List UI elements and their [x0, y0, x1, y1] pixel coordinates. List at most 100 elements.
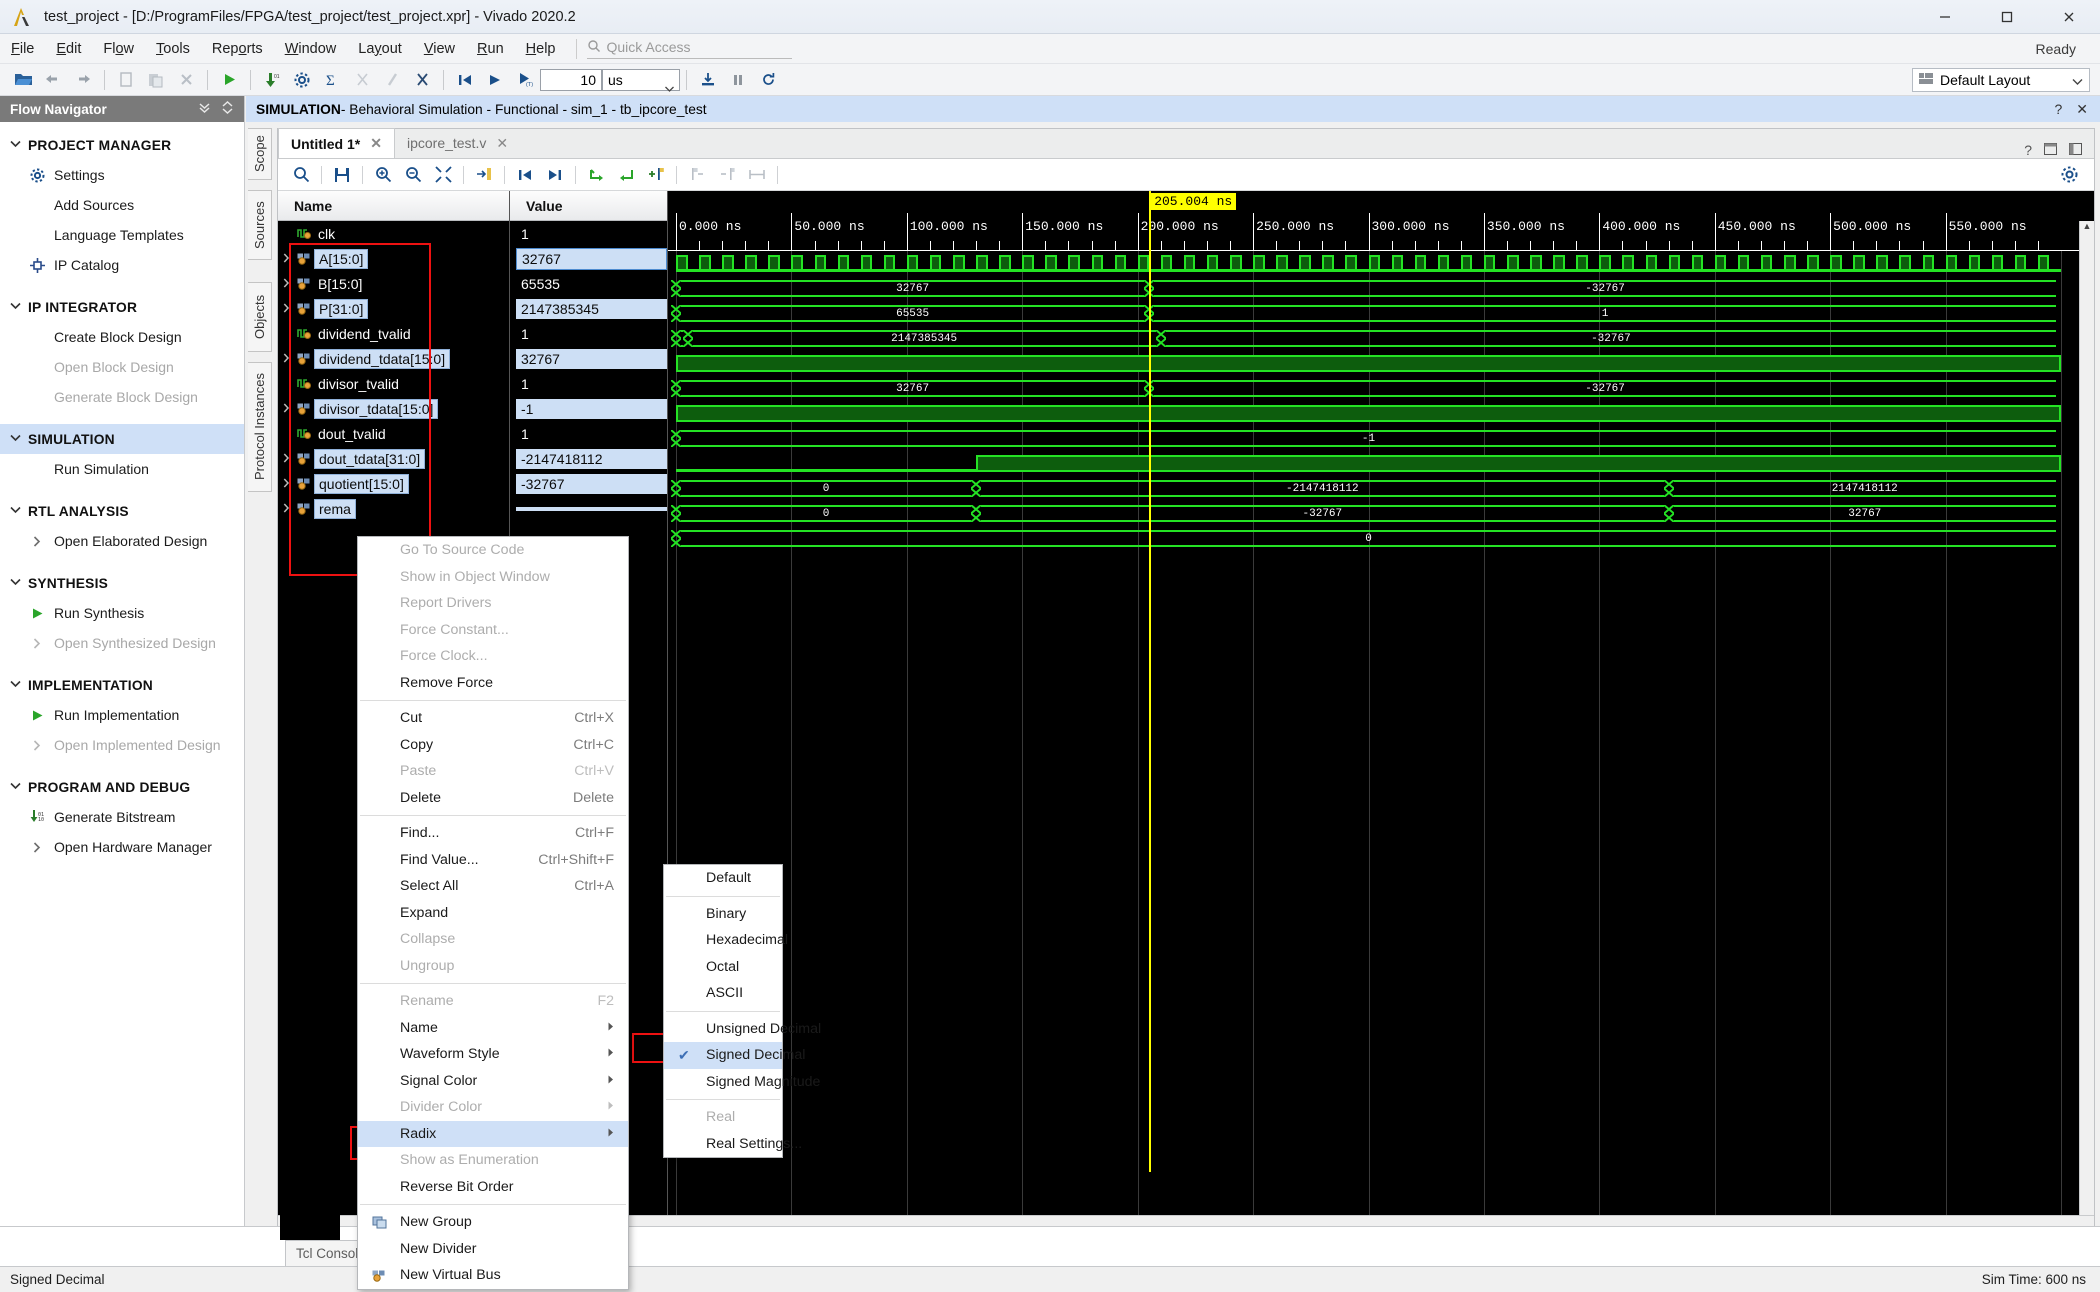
collapse-all-icon[interactable] [198, 101, 211, 117]
signal-row[interactable]: A[15:0] [278, 246, 509, 271]
menu-reports[interactable]: Reports [211, 40, 263, 57]
menu-item-new-divider[interactable]: New Divider [358, 1236, 628, 1263]
menu-item-signal-color[interactable]: Signal Color [358, 1068, 628, 1095]
close-icon[interactable]: ✕ [496, 134, 509, 151]
expand-chevron-icon[interactable] [278, 502, 294, 516]
pause-icon[interactable] [723, 66, 753, 94]
flow-section-rtl-analysis[interactable]: RTL ANALYSIS [0, 496, 244, 526]
menu-item-find[interactable]: Find... Ctrl+F [358, 820, 628, 847]
close-button[interactable] [2038, 0, 2100, 34]
flow-item-language-templates[interactable]: Language Templates [0, 220, 244, 250]
radix-item-hexadecimal[interactable]: Hexadecimal [664, 927, 788, 954]
menu-item-expand[interactable]: Expand [358, 900, 628, 927]
expand-chevron-icon[interactable] [278, 302, 294, 316]
float-pane-icon[interactable] [2069, 142, 2082, 158]
vtab-sources[interactable]: Sources [248, 190, 272, 260]
signal-row[interactable]: divisor_tvalid [278, 371, 509, 396]
refresh-icon[interactable] [753, 66, 783, 94]
settings-gear-icon[interactable] [287, 66, 317, 94]
menu-item-remove-force[interactable]: Remove Force [358, 670, 628, 697]
prev-marker-icon[interactable] [682, 162, 712, 188]
expand-chevron-icon[interactable] [278, 452, 294, 466]
expand-collapse-icon[interactable] [221, 100, 234, 117]
menu-item-reverse-bit-order[interactable]: Reverse Bit Order [358, 1174, 628, 1201]
goto-time-icon[interactable] [469, 162, 499, 188]
strike-icon-1[interactable] [347, 66, 377, 94]
flow-item-settings[interactable]: Settings [0, 160, 244, 190]
menu-view[interactable]: View [423, 40, 456, 57]
signal-row[interactable]: quotient[15:0] [278, 471, 509, 496]
flow-item-generate-bitstream[interactable]: 01 10 Generate Bitstream [0, 802, 244, 832]
signal-row[interactable]: P[31:0] [278, 296, 509, 321]
add-marker-icon[interactable] [641, 162, 671, 188]
flow-item-add-sources[interactable]: Add Sources [0, 190, 244, 220]
signal-row[interactable]: clk [278, 221, 509, 246]
radix-submenu[interactable]: Default Binary Hexadecimal Octal ASCII Unsign… [663, 864, 821, 1158]
run-for-time-icon[interactable]: (T) [510, 66, 540, 94]
flow-item-open-hardware-manager[interactable]: Open Hardware Manager [0, 832, 244, 862]
sim-close-icon[interactable]: ✕ [2076, 100, 2088, 117]
flow-item-open-elaborated-design[interactable]: Open Elaborated Design [0, 526, 244, 556]
run-time-input[interactable]: 10 [540, 68, 602, 91]
menu-run[interactable]: Run [477, 40, 504, 57]
flow-section-synthesis[interactable]: SYNTHESIS [0, 568, 244, 598]
tab-ipcore-test-v[interactable]: ipcore_test.v ✕ [395, 128, 520, 158]
flow-section-simulation[interactable]: SIMULATION [0, 424, 244, 454]
menu-item-new-virtual-bus[interactable]: New Virtual Bus [358, 1262, 628, 1289]
save-icon[interactable] [327, 162, 357, 188]
signal-row[interactable]: dividend_tdata[15:0] [278, 346, 509, 371]
flow-section-implementation[interactable]: IMPLEMENTATION [0, 670, 244, 700]
flow-item-run-simulation[interactable]: Run Simulation [0, 454, 244, 484]
menu-layout[interactable]: Layout [358, 40, 402, 57]
menu-tools[interactable]: Tools [156, 40, 190, 57]
menu-window[interactable]: Window [284, 40, 337, 57]
tcl-console-tab[interactable]: Tcl Consol [285, 1240, 370, 1266]
menu-item-find-value[interactable]: Find Value... Ctrl+Shift+F [358, 847, 628, 874]
menu-item-cut[interactable]: Cut Ctrl+X [358, 705, 628, 732]
zoom-out-icon[interactable] [398, 162, 428, 188]
flow-section-project-manager[interactable]: PROJECT MANAGER [0, 130, 244, 160]
menu-help[interactable]: Help [525, 40, 556, 57]
goto-end-icon[interactable] [540, 162, 570, 188]
zoom-in-icon[interactable] [368, 162, 398, 188]
run-icon[interactable] [214, 66, 244, 94]
strike-icon-3[interactable] [407, 66, 437, 94]
search-icon[interactable] [286, 162, 316, 188]
menu-item-radix[interactable]: Radix [358, 1120, 628, 1147]
signal-row[interactable]: rema [278, 496, 509, 521]
vtab-protocol-instances[interactable]: Protocol Instances [248, 362, 272, 492]
signal-row[interactable]: divisor_tdata[15:0] [278, 396, 509, 421]
menu-edit[interactable]: Edit [56, 40, 82, 57]
menu-item-copy[interactable]: Copy Ctrl+C [358, 732, 628, 759]
next-transition-icon[interactable] [611, 162, 641, 188]
radix-item-unsigned-decimal[interactable]: Unsigned Decimal [664, 1016, 821, 1043]
maximize-button[interactable] [1976, 0, 2038, 34]
menu-item-delete[interactable]: Delete Delete [358, 785, 628, 812]
copy-icon[interactable] [111, 66, 141, 94]
time-ruler[interactable]: 0.000 ns 50.000 ns 100.000 ns 150.000 ns 200… [668, 191, 2094, 251]
paste-icon[interactable] [141, 66, 171, 94]
signal-row[interactable]: dividend_tvalid [278, 321, 509, 346]
signal-row[interactable]: B[15:0] [278, 271, 509, 296]
maximize-pane-icon[interactable] [2044, 142, 2057, 158]
time-cursor[interactable] [1149, 191, 1152, 1172]
radix-item-signed-magnitude[interactable]: Signed Magnitude [664, 1069, 820, 1096]
restart-simulation-icon[interactable] [450, 66, 480, 94]
generate-bitstream-icon[interactable]: 01 [257, 66, 287, 94]
expand-chevron-icon[interactable] [278, 477, 294, 491]
waveform-canvas[interactable]: 0.000 ns 50.000 ns 100.000 ns 150.000 ns 200… [668, 191, 2094, 1232]
redo-icon[interactable] [68, 66, 98, 94]
flow-item-run-synthesis[interactable]: Run Synthesis [0, 598, 244, 628]
sim-help-icon[interactable]: ? [2054, 100, 2063, 117]
layout-select[interactable]: Default Layout [1912, 67, 2090, 92]
vtab-objects[interactable]: Objects [248, 282, 272, 352]
menu-item-name[interactable]: Name [358, 1015, 628, 1042]
expand-chevron-icon[interactable] [278, 402, 294, 416]
vtab-scope[interactable]: Scope [248, 128, 272, 180]
run-simulation-icon[interactable] [480, 66, 510, 94]
minimize-button[interactable] [1914, 0, 1976, 34]
flow-section-ip-integrator[interactable]: IP INTEGRATOR [0, 292, 244, 322]
flow-item-run-implementation[interactable]: Run Implementation [0, 700, 244, 730]
next-marker-icon[interactable] [712, 162, 742, 188]
measure-icon[interactable] [742, 162, 772, 188]
